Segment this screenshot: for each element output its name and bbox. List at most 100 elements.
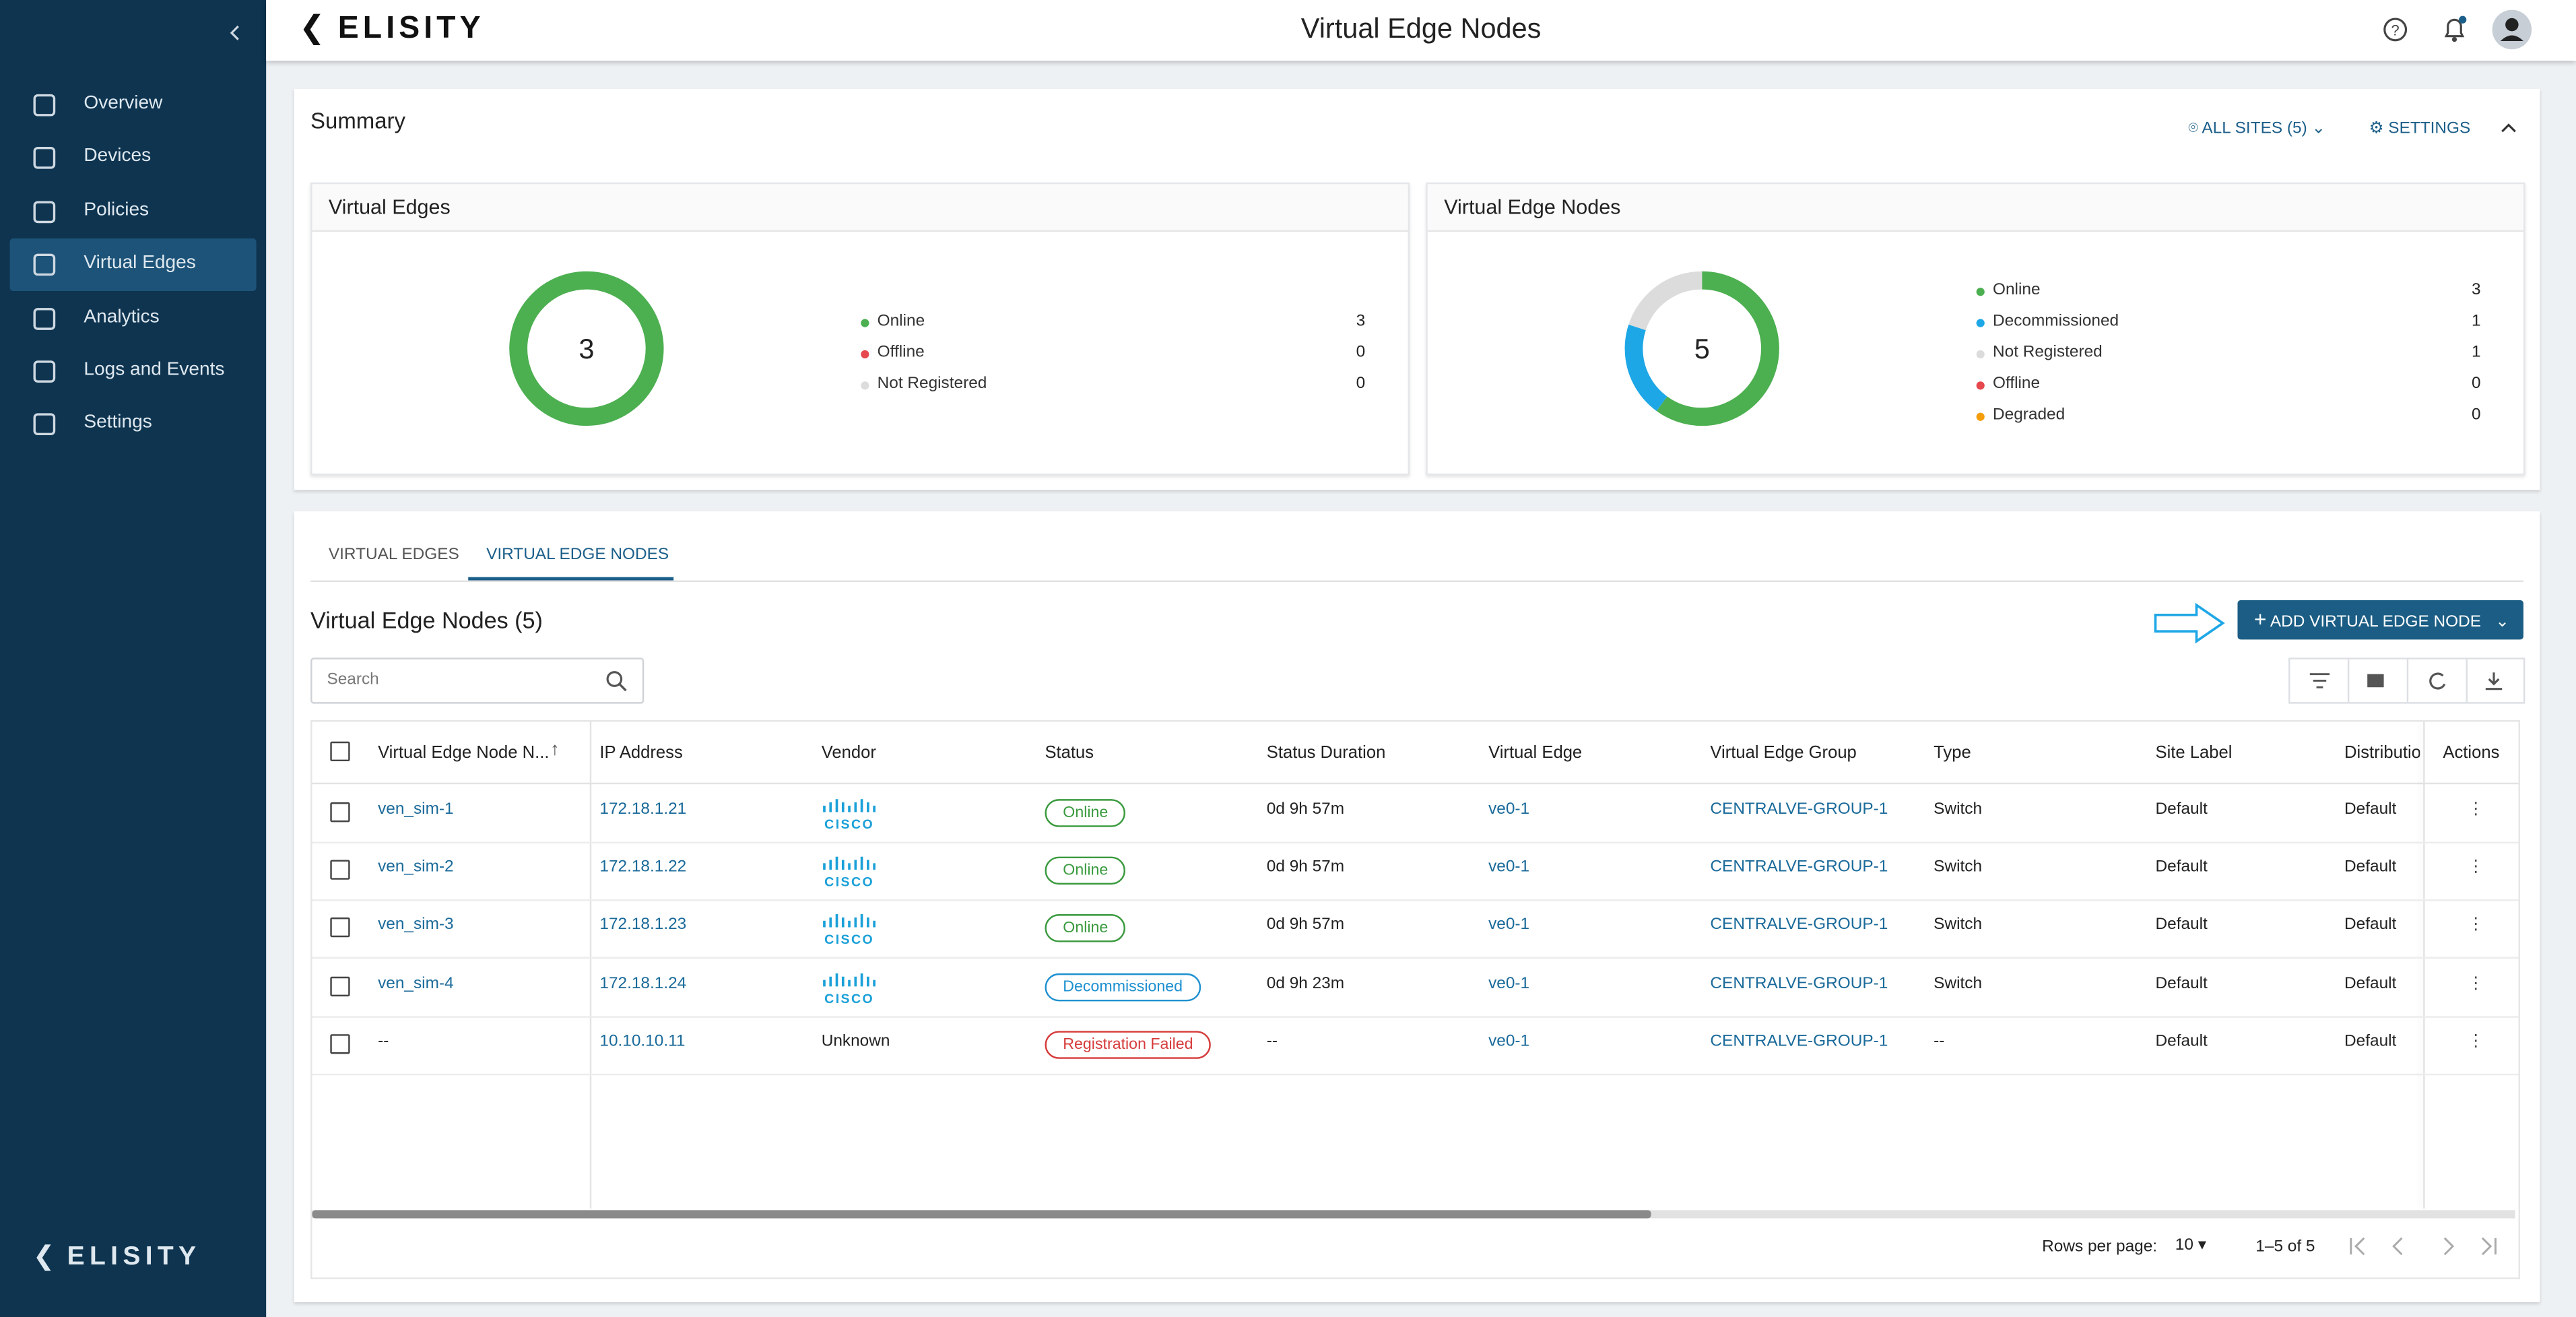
pinned-divider [589,721,592,1209]
donut-segment [1624,271,1779,426]
cell: 0d 9h 57m [1266,800,1345,819]
logo-bar [848,805,851,812]
logo: ❮ ELISITY [298,11,485,46]
cell-link[interactable]: ve0-1 [1488,800,1530,819]
cell-link[interactable]: 10.10.10.11 [599,1032,686,1051]
legend-label: Not Registered [877,375,987,393]
column-header[interactable]: Virtual Edge [1488,743,1583,763]
card-title: Virtual Edge Nodes [1444,195,1621,219]
cell-link[interactable]: ve0-1 [1488,1032,1530,1051]
checkbox[interactable] [330,741,350,762]
rows-per-page-label: Rows per page: [2042,1238,2158,1256]
column-header[interactable]: Status Duration [1266,743,1386,763]
column-header[interactable]: Actions [2443,743,2500,763]
cell: Default [2155,800,2208,819]
nav-icon [33,254,56,276]
cell-link[interactable]: 172.18.1.24 [599,974,687,993]
cell-link[interactable]: ven_sim-4 [378,974,454,993]
column-header[interactable]: Type [1934,743,1971,763]
legend-value: 1 [2471,344,2481,362]
notifications-icon[interactable] [2441,15,2468,44]
column-header[interactable]: Status [1045,743,1094,763]
logo-bar [841,860,845,870]
logo-bar [854,975,857,986]
nav-item[interactable]: Settings [0,399,266,451]
column-header[interactable]: Virtual Edge Node N... [378,743,550,763]
cell-link[interactable]: CENTRALVE-GROUP-1 [1710,916,1888,935]
tab[interactable]: VIRTUAL EDGES [328,546,459,565]
cell-link[interactable]: 172.18.1.21 [599,800,687,819]
legend-label: Online [1993,281,2041,300]
nav-item[interactable]: Analytics [0,292,266,344]
row-actions[interactable]: ⋮ [2467,974,2484,993]
cell-link[interactable]: ve0-1 [1488,858,1530,877]
cell: -- [1934,1032,1945,1051]
cell-link[interactable]: ven_sim-2 [378,858,454,877]
vendor-logo: CISCO [822,971,878,1006]
nav-label: Analytics [84,307,160,327]
column-header[interactable]: Vendor [821,743,876,763]
row-actions[interactable]: ⋮ [2467,800,2484,819]
column-header[interactable]: Virtual Edge Group [1710,743,1857,763]
cell-link[interactable]: 172.18.1.23 [599,916,687,935]
cell-link[interactable]: ven_sim-1 [378,800,454,819]
scrollbar-thumb[interactable] [312,1210,1651,1219]
settings-button[interactable]: ⚙ SETTINGS [2369,120,2471,139]
column-header[interactable]: Distribution [2344,743,2420,763]
toolbar-icons[interactable] [2290,659,2523,703]
checkbox[interactable] [330,918,350,938]
logo-bar [867,918,869,928]
cell-link[interactable]: 172.18.1.22 [599,858,687,877]
collapse-button[interactable] [227,23,243,42]
checkbox[interactable] [330,802,350,823]
logo-bar [841,802,845,812]
cell-link[interactable]: CENTRALVE-GROUP-1 [1710,1032,1888,1051]
help-icon[interactable]: ? [2382,16,2408,42]
nav-icon [33,360,56,383]
footer-logo-text: ELISITY [67,1243,201,1271]
cell-link[interactable]: ve0-1 [1488,916,1530,935]
row-actions[interactable]: ⋮ [2467,1032,2484,1051]
logo-bars [823,972,876,986]
sites-filter[interactable]: ⌾ ALL SITES (5) ⌄ [2188,120,2326,139]
legend-label: Degraded [1993,406,2066,424]
checkbox[interactable] [330,860,350,880]
sidebar: Overview Devices Policies Virtual Edges Anal… [0,0,267,1317]
logo-text: CISCO [824,990,875,1006]
checkbox[interactable] [330,1033,350,1054]
nav-item[interactable]: Overview [0,79,266,131]
cell-link[interactable]: ven_sim-3 [378,916,454,935]
column-header[interactable]: IP Address [599,743,683,763]
logo-bar [867,860,869,870]
row-actions[interactable]: ⋮ [2467,916,2484,935]
legend-dot [861,318,869,327]
cell-link[interactable]: CENTRALVE-GROUP-1 [1710,800,1888,819]
cell-link[interactable]: CENTRALVE-GROUP-1 [1710,974,1888,993]
cell-link[interactable]: CENTRALVE-GROUP-1 [1710,858,1888,877]
add-button[interactable]: + ADD VIRTUAL EDGE NODE ⌄ [2237,600,2523,640]
pagination-nav[interactable] [2344,1233,2502,1260]
page-title: Virtual Edge Nodes [1300,13,1542,44]
collapse-summary[interactable] [2501,122,2517,135]
user-avatar[interactable] [2492,9,2532,50]
legend-label: Online [877,312,925,331]
nav-item[interactable]: Virtual Edges [9,238,257,292]
rows-per-page-select[interactable]: 10 ▾ [2175,1236,2206,1255]
column-header[interactable]: Site Label [2155,743,2233,763]
cell-link[interactable]: ve0-1 [1488,974,1530,993]
legend-label: Offline [1993,375,2041,393]
virtual-edge-nodes-card: Virtual Edge Nodes 5 Online 3 Decommissioned… [1426,182,2525,476]
row-actions[interactable]: ⋮ [2467,858,2484,877]
nav-item[interactable]: Logs and Events [0,346,266,398]
checkbox[interactable] [330,975,350,996]
logo-bars [823,799,876,812]
tab-active[interactable]: VIRTUAL EDGE NODES [486,546,669,565]
search-box[interactable]: Search [310,657,645,704]
logo-bar [854,860,857,870]
settings-text: SETTINGS [2388,120,2471,139]
legend-label: Offline [877,344,925,362]
logo-bar [867,975,869,986]
nav-item[interactable]: Devices [0,132,266,185]
logo-bar [854,918,857,928]
nav-item[interactable]: Policies [0,185,266,238]
